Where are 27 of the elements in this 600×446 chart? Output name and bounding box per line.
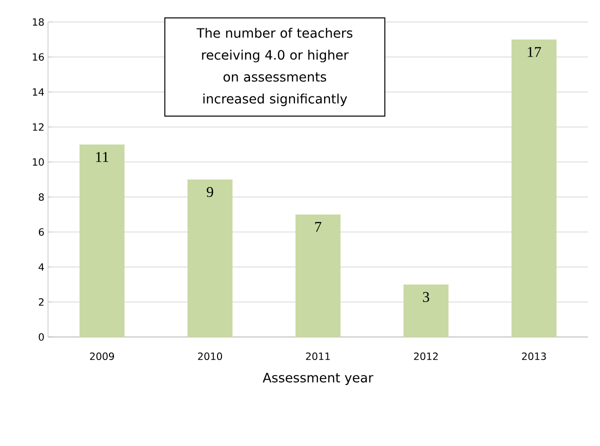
y-tick-label: 6 xyxy=(38,228,44,236)
y-tick-label: 12 xyxy=(32,123,44,131)
y-tick-label: 4 xyxy=(38,263,44,271)
annotation: The number of teachers receiving 4.0 or higher on assessments increased significantly xyxy=(196,28,352,106)
bar xyxy=(296,214,341,337)
x-tick-label: 2012 xyxy=(414,352,438,360)
data-label: 7 xyxy=(315,222,322,232)
bar xyxy=(512,39,557,337)
y-tick-label: 10 xyxy=(32,158,44,166)
bar xyxy=(404,284,449,337)
bar xyxy=(80,144,125,337)
data-label: 3 xyxy=(422,292,430,302)
x-axis-title: Assessment year xyxy=(262,372,374,386)
y-tick-label: 14 xyxy=(32,88,44,96)
data-label: 9 xyxy=(206,187,214,198)
y-tick-label: 18 xyxy=(32,18,44,26)
y-tick-label: 16 xyxy=(32,53,44,61)
x-tick-label: 2009 xyxy=(90,352,114,360)
data-label: 11 xyxy=(96,152,108,162)
data-label: 17 xyxy=(528,47,542,57)
x-tick-label: 2011 xyxy=(306,352,330,360)
bar xyxy=(188,179,233,337)
y-tick-label: 0 xyxy=(38,333,44,341)
y-tick-label: 8 xyxy=(38,193,44,201)
y-tick-label: 2 xyxy=(38,298,44,306)
x-tick-label: 2010 xyxy=(198,352,222,360)
x-tick-label: 2013 xyxy=(522,352,546,360)
